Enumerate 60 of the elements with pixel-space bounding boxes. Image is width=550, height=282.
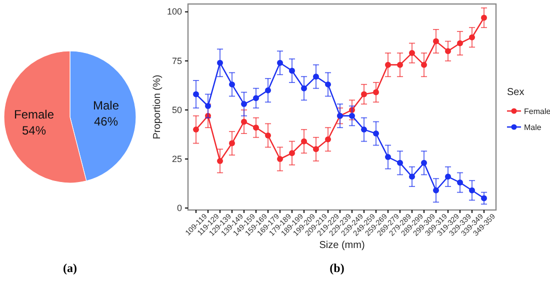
- text: (b): [330, 261, 344, 275]
- point: [397, 160, 403, 166]
- data-label: 46%: [94, 114, 118, 128]
- point: [265, 132, 271, 138]
- point: [229, 81, 235, 88]
- point: [217, 158, 223, 164]
- point: [373, 130, 379, 136]
- point: [325, 81, 331, 88]
- point: [385, 62, 391, 68]
- legend-label: Female: [524, 107, 550, 116]
- x-axis-title: Size (mm): [319, 240, 365, 251]
- point: [421, 160, 427, 166]
- point: [253, 95, 259, 102]
- point: [457, 40, 463, 46]
- point: [373, 89, 379, 96]
- point: [433, 38, 439, 44]
- point: [289, 150, 295, 156]
- point: [193, 91, 199, 98]
- y-tick-label: 0: [176, 202, 182, 213]
- point: [289, 68, 295, 74]
- point: [277, 156, 283, 162]
- point: [385, 154, 391, 160]
- y-tick-label: 75: [172, 56, 182, 66]
- point: [241, 101, 247, 108]
- point: [313, 146, 319, 152]
- point: [361, 91, 367, 98]
- point: [481, 195, 487, 202]
- point: [409, 174, 415, 180]
- point: [469, 34, 475, 40]
- point: [433, 187, 439, 194]
- legend-title: Sex: [507, 87, 524, 98]
- y-tick-label: 50: [172, 104, 182, 115]
- point: [409, 50, 415, 56]
- point: [217, 60, 223, 66]
- data-label: 54%: [22, 124, 46, 138]
- point: [469, 187, 475, 194]
- point: [229, 140, 235, 146]
- point: [445, 174, 451, 180]
- slice-label: Male: [93, 98, 120, 112]
- y-tick-label: 100: [166, 6, 182, 17]
- point: [301, 138, 307, 144]
- point: [301, 85, 307, 92]
- point: [457, 180, 463, 186]
- point: [313, 74, 319, 80]
- point: [325, 136, 331, 142]
- point: [253, 124, 259, 131]
- y-tick-label: 25: [172, 154, 182, 164]
- point: [265, 87, 271, 94]
- point: [193, 126, 199, 133]
- point: [277, 60, 283, 66]
- point: [241, 118, 247, 125]
- y-axis-title: Proportion (%): [152, 74, 163, 140]
- legend-label: Male: [524, 123, 542, 132]
- point: [361, 126, 367, 133]
- text: (a): [63, 261, 77, 275]
- point: [421, 62, 427, 68]
- slice-label: Female: [14, 108, 54, 122]
- point: [397, 62, 403, 68]
- point: [445, 48, 451, 54]
- point: [481, 14, 487, 21]
